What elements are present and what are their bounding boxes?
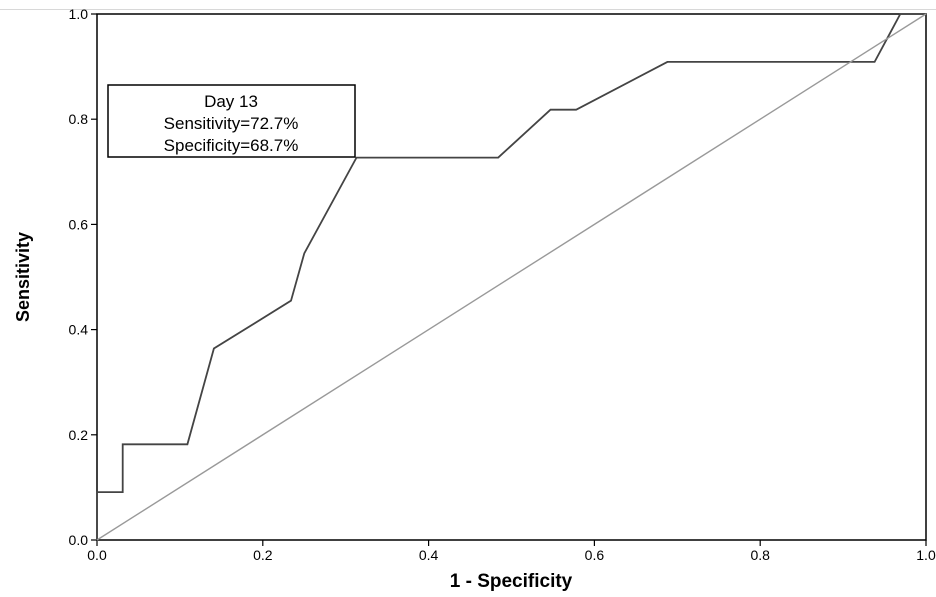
y-tick-label: 0.4 bbox=[69, 322, 89, 338]
annotation-line-3: Specificity=68.7% bbox=[164, 136, 299, 155]
x-tick-label: 0.6 bbox=[585, 547, 605, 563]
x-tick-label: 0.8 bbox=[750, 547, 770, 563]
x-tick-label: 0.4 bbox=[419, 547, 439, 563]
x-tick-label: 0.2 bbox=[253, 547, 273, 563]
y-tick-label: 0.2 bbox=[69, 427, 89, 443]
y-tick-label: 0.8 bbox=[69, 111, 89, 127]
plot-frame bbox=[96, 13, 927, 541]
reference-diagonal-line bbox=[96, 13, 927, 541]
roc-curve-line bbox=[96, 13, 926, 540]
series-group bbox=[96, 13, 927, 541]
y-tick-label: 0.0 bbox=[69, 532, 89, 548]
annotation-line-2: Sensitivity=72.7% bbox=[164, 114, 299, 133]
axis-ticks: 0.0 0.2 0.4 0.6 0.8 1.0 0.0 0.2 0.4 0.6 0.8 1.0 bbox=[69, 6, 936, 563]
annotation-frame bbox=[107, 84, 356, 158]
x-tick-label: 0.0 bbox=[87, 547, 107, 563]
x-axis-title: 1 - Specificity bbox=[450, 571, 573, 592]
annotation-line-1: Day 13 bbox=[204, 92, 258, 111]
y-tick-label: 0.6 bbox=[69, 216, 89, 232]
y-axis-title: Sensitivity bbox=[13, 232, 33, 322]
x-tick-label: 1.0 bbox=[916, 547, 936, 563]
annotation-box: Day 13 Sensitivity=72.7% Specificity=68.… bbox=[107, 84, 356, 158]
y-tick-label: 1.0 bbox=[69, 6, 89, 22]
